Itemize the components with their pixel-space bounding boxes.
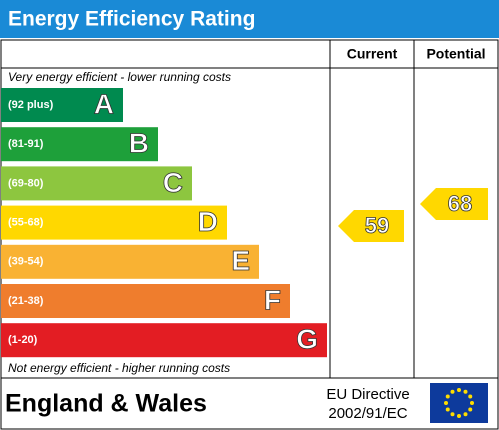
title: Energy Efficiency Rating	[8, 8, 255, 31]
eu-star	[463, 389, 468, 394]
eu-star	[470, 401, 474, 405]
eu-star	[463, 412, 468, 417]
band-bar	[1, 127, 158, 162]
band-letter: C	[163, 167, 183, 198]
band-letter: B	[129, 128, 149, 159]
band-bar	[1, 88, 123, 122]
directive: 2002/91/EC	[328, 405, 407, 422]
bottom-note: Not energy efficient - higher running co…	[8, 361, 230, 375]
eu-star	[445, 407, 450, 412]
band-letter: E	[231, 245, 250, 276]
band-letter: F	[264, 284, 281, 315]
band-bar	[1, 205, 227, 240]
rating-value: 68	[448, 191, 472, 216]
eu-star	[468, 407, 473, 412]
eu-star	[445, 394, 450, 399]
column-header: Current	[347, 46, 398, 62]
band-range: (55-68)	[8, 217, 44, 229]
eu-star	[450, 389, 455, 394]
band-range: (1-20)	[8, 334, 38, 346]
eu-star	[457, 388, 461, 392]
band-letter: D	[198, 206, 218, 237]
title-bar	[0, 0, 499, 38]
eu-star	[468, 394, 473, 399]
eu-stars	[444, 388, 474, 418]
band-bar	[1, 244, 259, 279]
band-range: (39-54)	[8, 256, 44, 268]
band-range: (21-38)	[8, 295, 44, 307]
band-bar	[1, 166, 192, 201]
rating-arrow	[420, 188, 488, 220]
rating-arrow	[338, 210, 404, 242]
eu-star	[450, 412, 455, 417]
rating-value: 59	[365, 213, 389, 238]
band-range: (81-91)	[8, 138, 44, 150]
band-bar	[1, 323, 327, 358]
directive: EU Directive	[326, 386, 409, 403]
band-bar	[1, 284, 290, 318]
eu-star	[444, 401, 448, 405]
top-note: Very energy efficient - lower running co…	[8, 70, 231, 84]
band-letter: A	[94, 88, 114, 119]
band-letter: G	[296, 324, 318, 355]
column-header: Potential	[426, 46, 485, 62]
region: England & Wales	[5, 390, 207, 418]
band-range: (69-80)	[8, 177, 44, 189]
band-range: (92 plus)	[8, 99, 54, 111]
eu-star	[457, 414, 461, 418]
